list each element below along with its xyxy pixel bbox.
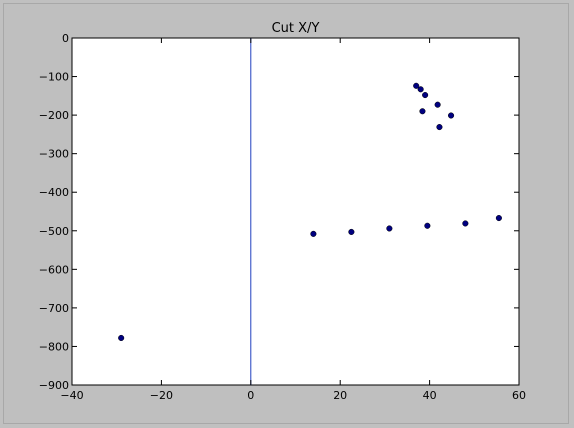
plot-area <box>71 37 520 386</box>
figure-canvas: −40 −20 0 20 40 60 0 −100 −200 −300 −400 −500 −600 −7… <box>3 3 569 424</box>
y-tick-label: −300 <box>39 148 69 161</box>
data-point <box>417 86 424 93</box>
y-tick-label: −200 <box>39 109 69 122</box>
scatter-chart: −40 −20 0 20 40 600−100−200−300−400−500−600−7… <box>39 21 526 402</box>
data-point <box>386 225 393 232</box>
data-point <box>434 101 441 108</box>
y-tick-label: −500 <box>39 225 69 238</box>
y-tick-label: −700 <box>39 302 69 315</box>
data-point <box>310 230 317 237</box>
data-point <box>448 112 455 119</box>
data-point <box>118 334 125 342</box>
x-tick-label: −40 <box>60 389 83 402</box>
y-tick-label: −100 <box>39 71 69 84</box>
y-tick-label: 0 <box>62 32 69 45</box>
data-point <box>462 220 469 227</box>
data-points <box>118 82 502 342</box>
x-tick-label: 40 <box>423 389 437 402</box>
x-tick-label: −20 <box>150 389 173 402</box>
x-tick-label: 20 <box>333 389 347 402</box>
data-point <box>413 82 420 89</box>
data-point <box>495 215 502 222</box>
chart-title: Cut X/Y <box>272 21 320 36</box>
axis-ticks <box>71 37 520 386</box>
axis-tick-labels: −40 −20 0 20 40 600−100−200−300−400−500−600−7… <box>39 32 526 402</box>
y-tick-label: −900 <box>39 379 69 392</box>
data-point <box>422 92 429 99</box>
x-tick-label: 60 <box>512 389 526 402</box>
data-point <box>436 124 443 131</box>
y-tick-label: −600 <box>39 263 69 276</box>
data-point <box>424 222 431 229</box>
y-tick-label: −400 <box>39 186 69 199</box>
data-point <box>419 108 426 115</box>
data-point <box>348 228 355 235</box>
y-tick-label: −800 <box>39 340 69 353</box>
x-tick-label: 0 <box>247 389 254 402</box>
